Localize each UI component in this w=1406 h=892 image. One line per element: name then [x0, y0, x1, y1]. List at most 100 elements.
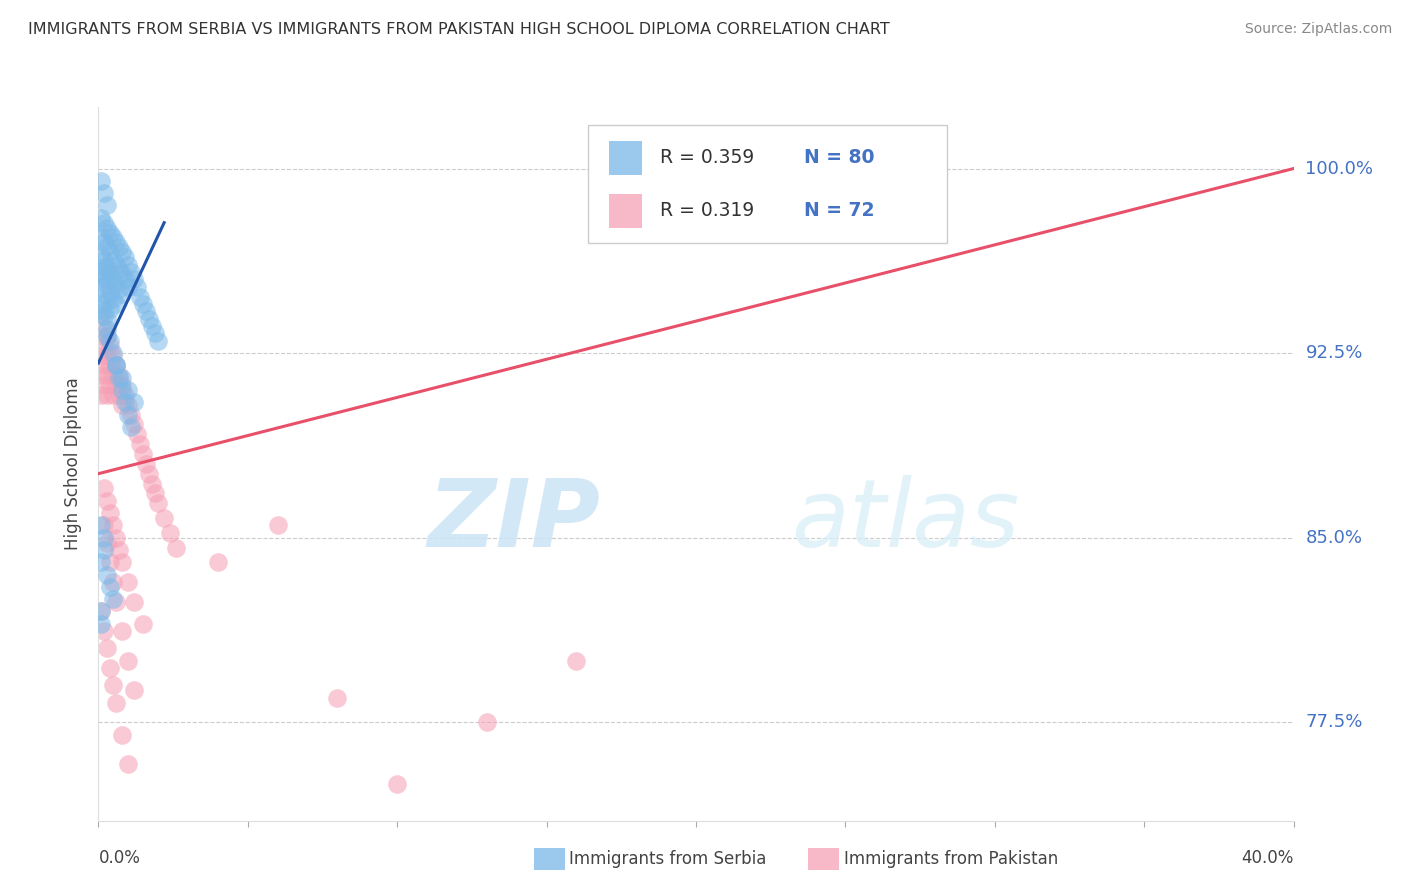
Point — [124, 395, 146, 409]
Point — [98, 661, 122, 675]
Text: 100.0%: 100.0% — [1305, 160, 1374, 178]
Point — [108, 368, 131, 383]
Point — [98, 301, 122, 316]
Point — [111, 624, 134, 639]
Point — [93, 304, 115, 318]
Point — [98, 555, 122, 569]
Point — [267, 518, 290, 533]
Point — [111, 383, 134, 397]
Text: R = 0.319: R = 0.319 — [661, 202, 755, 220]
Point — [127, 427, 149, 442]
Point — [114, 388, 136, 402]
Point — [135, 457, 157, 471]
Point — [105, 258, 128, 272]
Point — [96, 349, 118, 363]
Point — [135, 304, 157, 318]
Point — [138, 467, 160, 481]
Point — [105, 359, 128, 373]
Point — [103, 388, 125, 402]
Point — [111, 398, 134, 412]
Point — [103, 252, 125, 267]
Point — [96, 321, 118, 335]
Point — [117, 258, 139, 272]
Point — [105, 297, 128, 311]
FancyBboxPatch shape — [588, 125, 946, 243]
Point — [132, 297, 155, 311]
Point — [129, 289, 152, 303]
Point — [105, 594, 128, 608]
Point — [90, 616, 112, 631]
Point — [117, 408, 139, 422]
Text: R = 0.359: R = 0.359 — [661, 148, 755, 168]
Point — [143, 486, 166, 500]
Point — [105, 531, 128, 545]
Point — [98, 265, 122, 279]
Point — [98, 285, 122, 299]
Point — [108, 262, 131, 277]
Point — [90, 329, 112, 343]
Point — [96, 388, 118, 402]
Point — [90, 605, 112, 619]
Point — [108, 370, 131, 384]
Point — [90, 174, 112, 188]
Point — [90, 211, 112, 225]
Text: 0.0%: 0.0% — [98, 849, 141, 867]
Point — [98, 334, 122, 348]
Point — [96, 535, 118, 549]
Point — [93, 252, 115, 267]
Point — [103, 292, 125, 306]
Point — [103, 368, 125, 383]
Point — [96, 260, 118, 274]
Point — [96, 311, 118, 326]
Point — [105, 696, 128, 710]
Point — [132, 616, 155, 631]
Point — [93, 235, 115, 250]
Point — [90, 555, 112, 569]
Text: N = 72: N = 72 — [804, 202, 875, 220]
Point — [90, 279, 112, 293]
Point — [127, 279, 149, 293]
Point — [96, 294, 118, 309]
Point — [96, 277, 118, 292]
Point — [120, 420, 142, 434]
Text: 40.0%: 40.0% — [1241, 849, 1294, 867]
Point — [475, 715, 498, 730]
Y-axis label: High School Diploma: High School Diploma — [65, 377, 83, 550]
Point — [132, 447, 155, 461]
Point — [98, 245, 122, 260]
Point — [159, 525, 181, 540]
Point — [105, 359, 128, 373]
Point — [93, 359, 115, 373]
Point — [117, 279, 139, 293]
Point — [90, 518, 112, 533]
Text: N = 80: N = 80 — [804, 148, 875, 168]
Text: Immigrants from Pakistan: Immigrants from Pakistan — [844, 850, 1057, 868]
Point — [114, 272, 136, 286]
Point — [111, 378, 134, 392]
Point — [120, 408, 142, 422]
Point — [111, 370, 134, 384]
Point — [153, 511, 176, 525]
FancyBboxPatch shape — [609, 141, 643, 175]
Point — [96, 329, 118, 343]
Point — [96, 641, 118, 656]
Point — [124, 272, 146, 286]
Point — [96, 272, 118, 286]
Point — [90, 297, 112, 311]
Point — [103, 678, 125, 692]
Point — [141, 476, 163, 491]
Point — [103, 230, 125, 244]
Point — [111, 727, 134, 741]
Point — [90, 309, 112, 323]
Point — [96, 329, 118, 343]
Point — [90, 368, 112, 383]
Point — [105, 277, 128, 292]
Point — [165, 541, 187, 555]
Point — [326, 690, 349, 705]
Point — [96, 493, 118, 508]
Point — [96, 368, 118, 383]
Point — [98, 226, 122, 240]
Point — [93, 518, 115, 533]
Point — [148, 334, 170, 348]
Text: 77.5%: 77.5% — [1305, 714, 1362, 731]
